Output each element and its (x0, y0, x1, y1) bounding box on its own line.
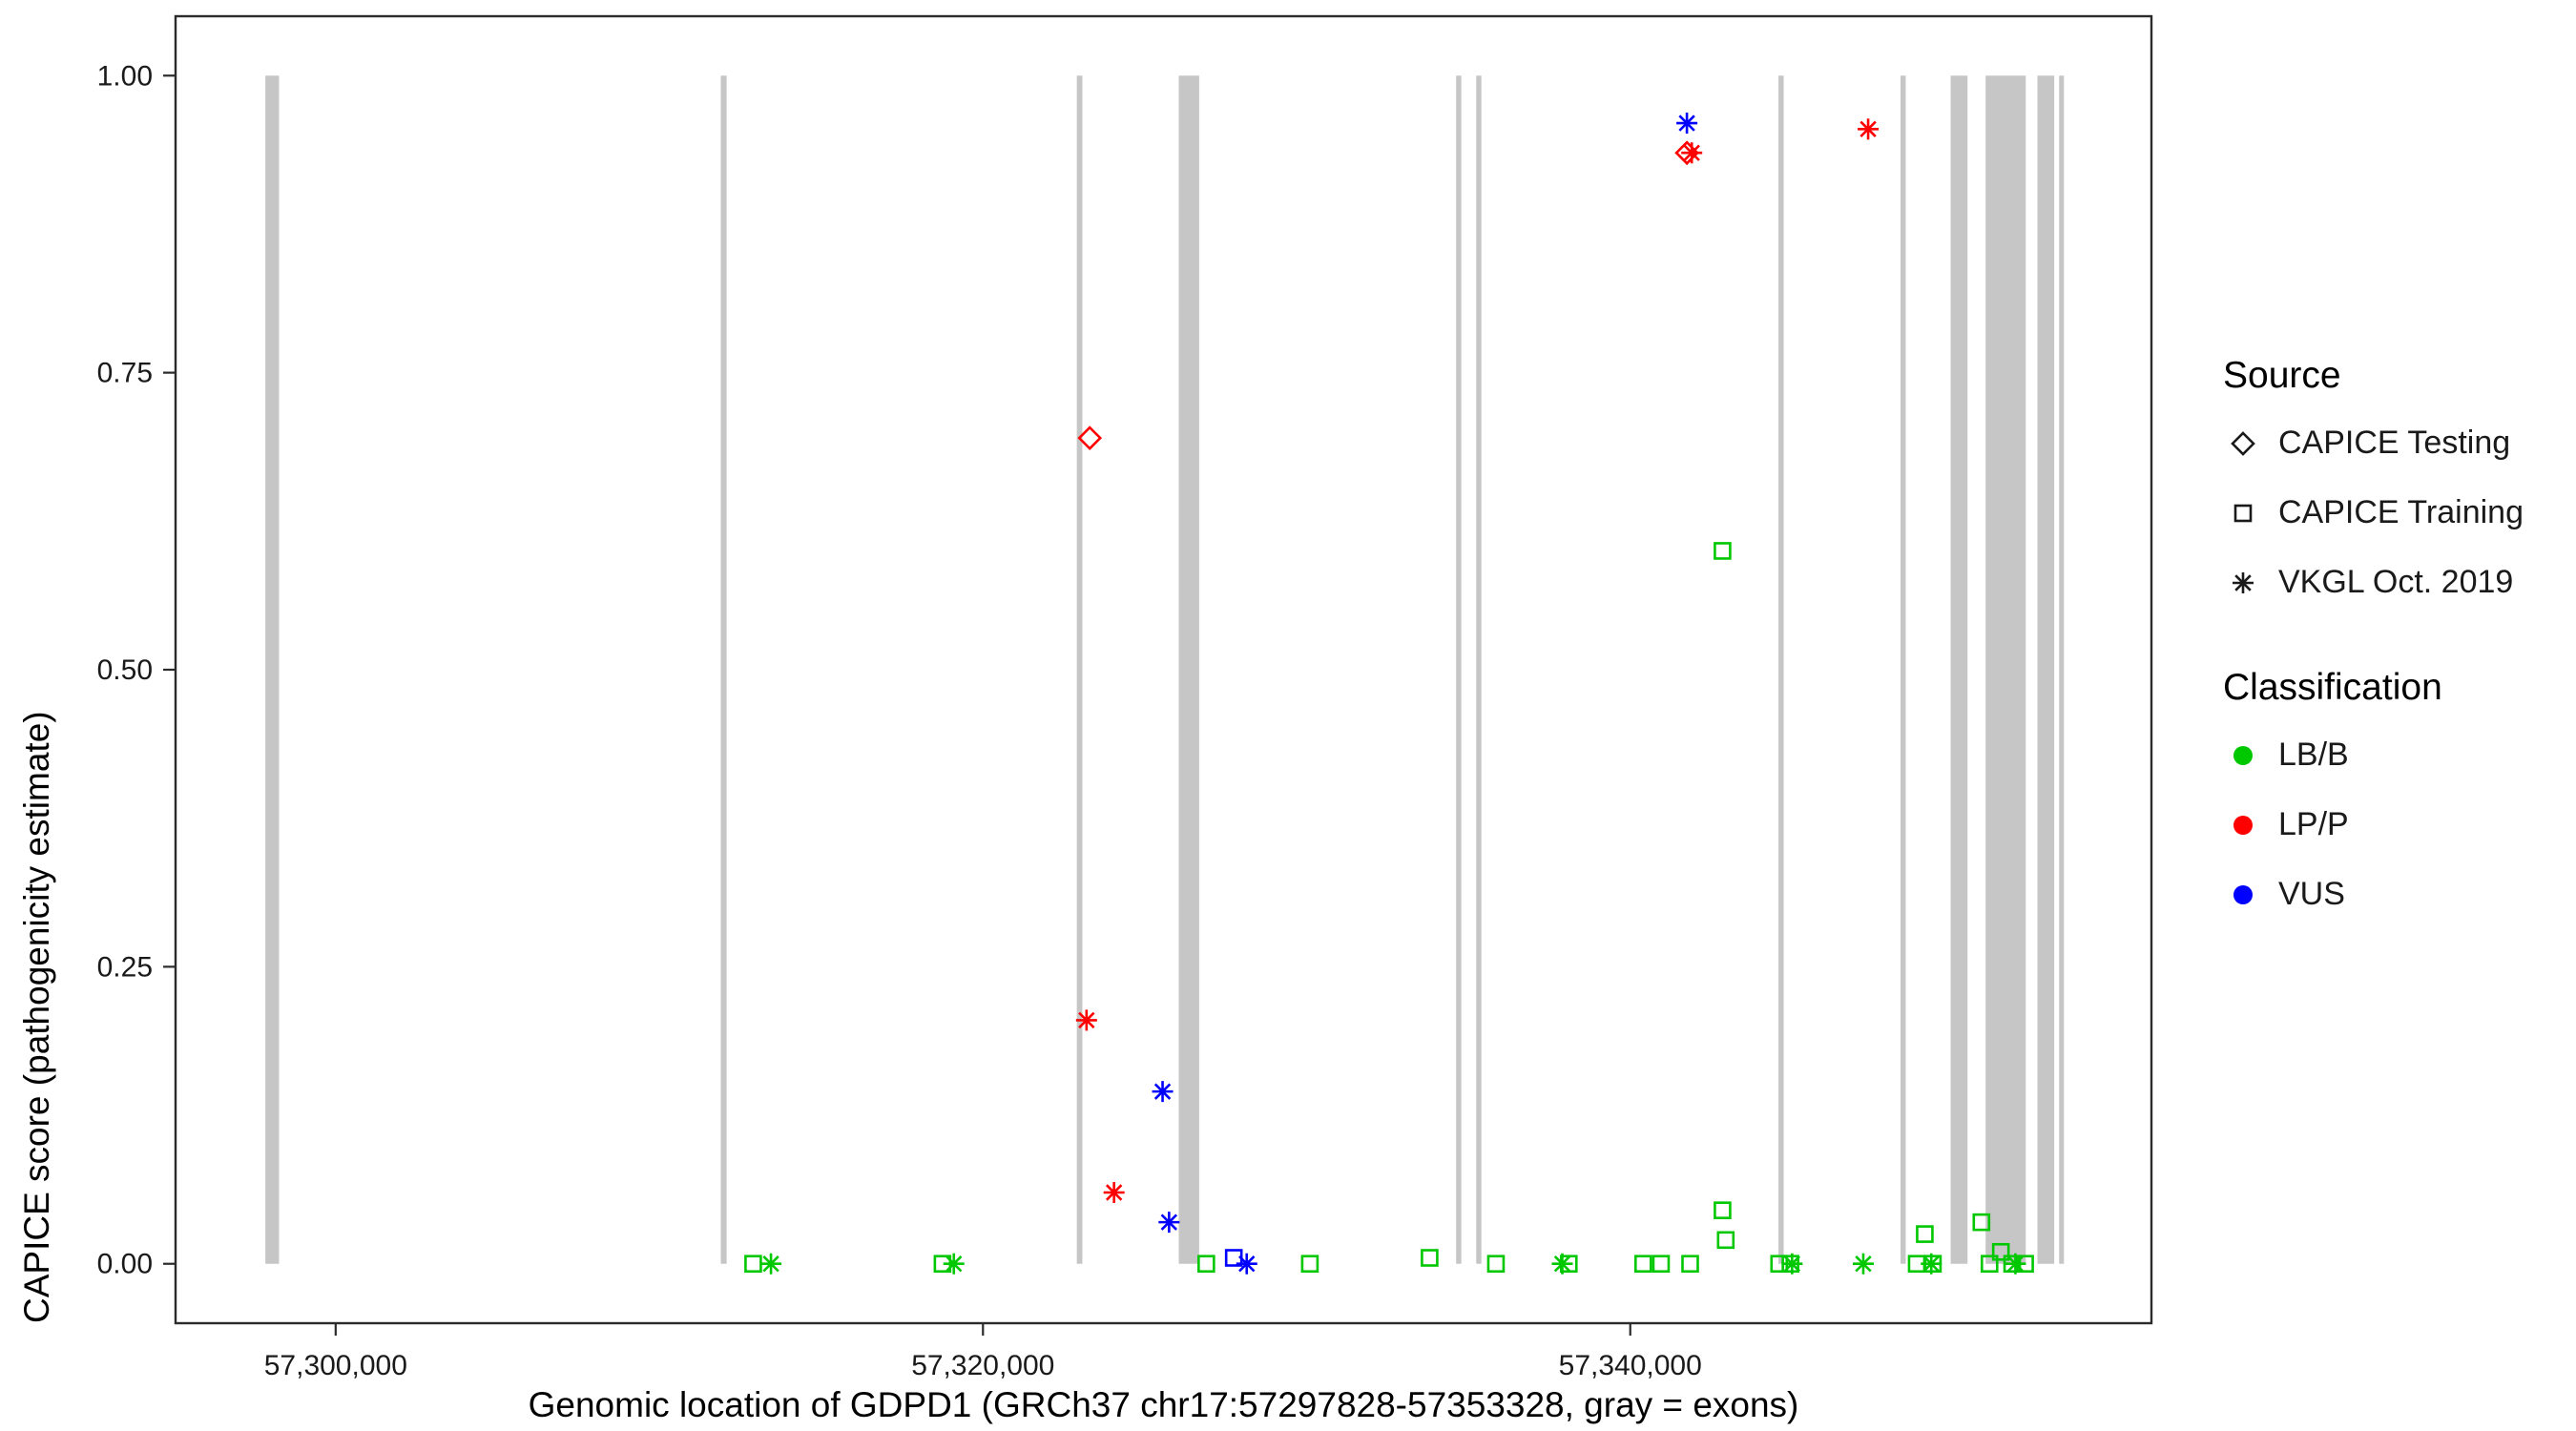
legend: Source CAPICE Testing CAPICE Training (2223, 355, 2524, 929)
x-tick-label: 57,300,000 (264, 1350, 407, 1381)
data-point-asterisk (943, 1253, 965, 1275)
legend-item-capice-testing: CAPICE Testing (2223, 408, 2524, 478)
exon-bar (1950, 75, 1968, 1264)
exon-bar (1985, 75, 2026, 1264)
legend-classification-group: Classification LB/B LP/P VUS (2223, 667, 2524, 929)
y-tick-label: 0.50 (97, 654, 153, 686)
legend-item-capice-training: CAPICE Training (2223, 478, 2524, 548)
exon-bar (2059, 75, 2065, 1264)
x-tick-label: 57,340,000 (1559, 1350, 1702, 1381)
legend-classification-title: Classification (2223, 667, 2442, 708)
y-tick-label: 1.00 (97, 60, 153, 92)
y-tick-label: 0.25 (97, 951, 153, 983)
data-point-asterisk (1781, 1253, 1803, 1275)
legend-item-label: CAPICE Training (2278, 494, 2524, 530)
green-dot-icon (2223, 736, 2263, 776)
data-point-square (744, 1255, 762, 1274)
data-point-square (1991, 1242, 2010, 1261)
exon-bar (2037, 75, 2055, 1264)
legend-item-label: VKGL Oct. 2019 (2278, 564, 2514, 600)
data-point-asterisk (1158, 1212, 1180, 1234)
data-point-square (1714, 1201, 1732, 1219)
data-point-asterisk (1852, 1253, 1874, 1275)
legend-item-vus: VUS (2223, 860, 2524, 929)
data-point-square (1916, 1225, 1934, 1243)
x-tick-label: 57,320,000 (911, 1350, 1054, 1381)
data-point-asterisk (1103, 1182, 1125, 1203)
exon-bar (1476, 75, 1482, 1264)
diamond-icon (2223, 424, 2263, 464)
legend-item-vkgl: VKGL Oct. 2019 (2223, 548, 2524, 617)
data-point-asterisk (2005, 1253, 2026, 1275)
legend-item-lbb: LB/B (2223, 720, 2524, 790)
data-point-square (1681, 1255, 1699, 1274)
y-tick-label: 0.75 (97, 358, 153, 389)
data-point-square (1714, 542, 1732, 560)
square-icon (2223, 493, 2263, 533)
y-axis-title: CAPICE score (pathogenicity estimate) (17, 711, 56, 1323)
data-point-square (1652, 1255, 1671, 1274)
data-point-asterisk (1075, 1009, 1097, 1031)
legend-item-label: LB/B (2278, 736, 2349, 773)
data-point-square (1486, 1255, 1506, 1274)
data-point-asterisk (1858, 118, 1880, 140)
data-point-square (1923, 1255, 1942, 1274)
blue-dot-icon (2223, 875, 2263, 915)
y-tick-label: 0.00 (97, 1249, 153, 1280)
data-point-asterisk (1681, 142, 1703, 164)
legend-source-group: Source CAPICE Testing CAPICE Training (2223, 355, 2524, 617)
exon-bar (1778, 75, 1784, 1264)
exon-bar (265, 75, 280, 1264)
exon-bar (1076, 75, 1083, 1264)
data-point-square (1980, 1255, 1999, 1274)
data-point-square (1972, 1213, 1991, 1232)
x-axis-title: Genomic location of GDPD1 (GRCh37 chr17:… (528, 1385, 1799, 1424)
data-point-asterisk (1236, 1253, 1257, 1275)
data-point-asterisk (760, 1253, 782, 1275)
data-point-square (1634, 1255, 1652, 1274)
data-point-asterisk (1152, 1081, 1174, 1103)
legend-source-title: Source (2223, 355, 2341, 396)
exon-bar (1178, 75, 1199, 1264)
exon-bar (720, 75, 727, 1264)
data-point-square (1197, 1255, 1215, 1274)
data-point-square (1716, 1231, 1735, 1250)
exon-bar (1456, 75, 1462, 1264)
legend-item-lpp: LP/P (2223, 790, 2524, 860)
data-point-asterisk (1676, 113, 1698, 135)
legend-item-label: CAPICE Testing (2278, 425, 2511, 461)
data-point-square (1300, 1255, 1319, 1274)
panel-border (174, 14, 2153, 1325)
legend-item-label: LP/P (2278, 806, 2349, 842)
asterisk-icon (2223, 563, 2263, 603)
legend-item-label: VUS (2278, 876, 2345, 912)
red-dot-icon (2223, 805, 2263, 845)
data-point-square (2016, 1255, 2034, 1274)
data-point-square (1559, 1255, 1578, 1274)
exon-bar (1900, 75, 1906, 1264)
data-point-diamond (1077, 425, 1103, 450)
data-point-square (1421, 1249, 1439, 1267)
